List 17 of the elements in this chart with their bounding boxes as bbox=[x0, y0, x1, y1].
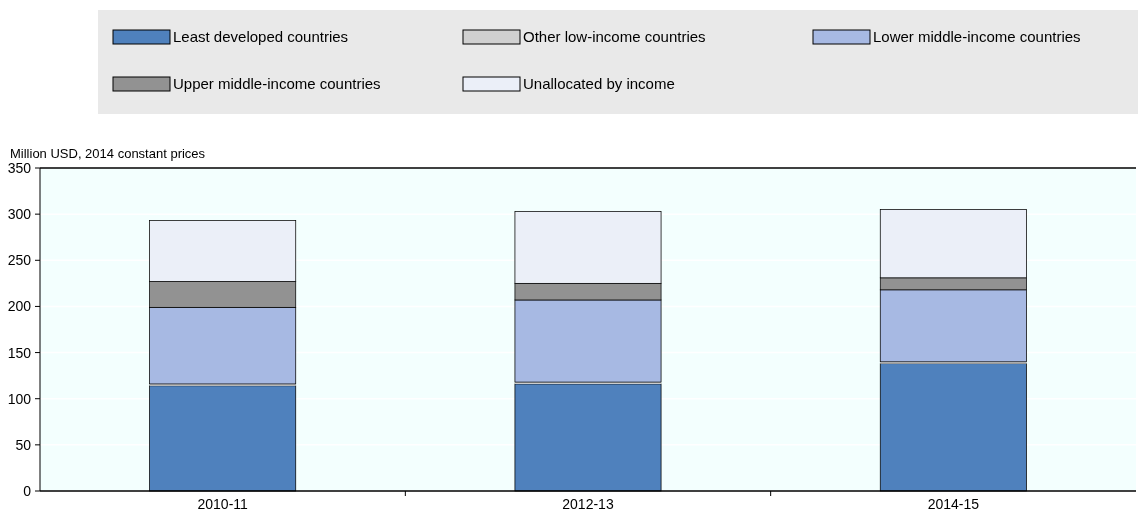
y-tick-label: 100 bbox=[7, 390, 32, 407]
y-axis-title: Million USD, 2014 constant prices bbox=[10, 146, 206, 161]
legend-label: Upper middle-income countries bbox=[173, 75, 381, 92]
legend-label: Lower middle-income countries bbox=[873, 28, 1081, 45]
y-tick-label: 200 bbox=[7, 298, 32, 315]
y-tick-label: 0 bbox=[23, 483, 32, 499]
x-tick-label: 2010-11 bbox=[197, 496, 249, 512]
x-tick-label: 2012-13 bbox=[562, 496, 614, 512]
y-tick-label: 150 bbox=[7, 344, 32, 361]
legend-label: Unallocated by income bbox=[523, 75, 675, 92]
legend-label: Other low-income countries bbox=[523, 28, 706, 45]
y-tick-label: 300 bbox=[7, 206, 32, 223]
y-tick-label: 50 bbox=[15, 436, 32, 453]
x-tick-label: 2014-15 bbox=[927, 496, 980, 512]
legend-label: Least developed countries bbox=[173, 28, 349, 45]
y-tick-label: 250 bbox=[7, 252, 32, 269]
y-tick-label: 350 bbox=[7, 160, 32, 176]
